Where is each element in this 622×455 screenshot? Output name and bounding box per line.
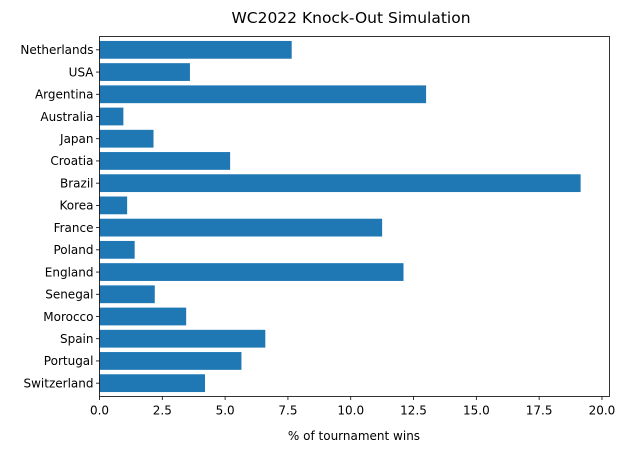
x-tick-label: 0.0 xyxy=(90,404,109,418)
bar-senegal xyxy=(99,285,155,304)
bar-brazil xyxy=(99,174,581,193)
y-tick-label: Switzerland xyxy=(24,376,94,390)
y-tick-label: Netherlands xyxy=(20,43,93,57)
y-tick-label: Japan xyxy=(59,132,93,146)
bars-group xyxy=(99,40,581,393)
y-tick-label: Croatia xyxy=(50,154,93,168)
x-axis-ticks: 0.0 2.5 5.0 7.5 10.0 12.5 15.0 17.5 20.0 xyxy=(90,396,616,418)
bar-australia xyxy=(99,107,124,126)
x-tick-label: 7.5 xyxy=(278,404,297,418)
chart-title: WC2022 Knock-Out Simulation xyxy=(231,9,470,27)
y-tick-label: Morocco xyxy=(43,310,93,324)
x-axis-label: % of tournament wins xyxy=(288,429,420,443)
bar-argentina xyxy=(99,85,427,104)
bar-england xyxy=(99,263,404,281)
bar-switzerland xyxy=(99,374,206,393)
bar-netherlands xyxy=(99,40,292,59)
bar-spain xyxy=(99,329,266,348)
x-tick-label: 17.5 xyxy=(526,404,553,418)
bar-portugal xyxy=(99,352,242,370)
y-tick-label: Spain xyxy=(60,332,94,346)
y-tick-label: Argentina xyxy=(35,88,94,102)
bar-morocco xyxy=(99,307,187,326)
bar-japan xyxy=(99,129,154,148)
y-tick-label: England xyxy=(45,265,94,279)
x-tick-label: 2.5 xyxy=(153,404,172,418)
x-tick-label: 12.5 xyxy=(400,404,427,418)
y-axis-ticks: Netherlands USA Argentina Australia Japan Cro… xyxy=(20,43,100,390)
y-tick-label: Australia xyxy=(40,110,93,124)
plot-frame xyxy=(99,36,610,397)
y-tick-label: Brazil xyxy=(60,176,94,190)
y-tick-label: Senegal xyxy=(45,288,93,302)
y-tick-label: USA xyxy=(69,65,95,79)
bar-korea xyxy=(99,196,128,215)
bar-croatia xyxy=(99,152,231,170)
x-tick-label: 15.0 xyxy=(463,404,490,418)
x-tick-label: 20.0 xyxy=(589,404,616,418)
bar-usa xyxy=(99,63,190,81)
x-tick-label: 10.0 xyxy=(337,404,364,418)
y-tick-label: Korea xyxy=(59,199,93,213)
bar-poland xyxy=(99,240,135,259)
x-tick-label: 5.0 xyxy=(216,404,235,418)
y-tick-label: Poland xyxy=(53,243,93,257)
bar-france xyxy=(99,218,383,237)
y-tick-label: France xyxy=(54,221,94,235)
y-tick-label: Portugal xyxy=(44,354,94,368)
